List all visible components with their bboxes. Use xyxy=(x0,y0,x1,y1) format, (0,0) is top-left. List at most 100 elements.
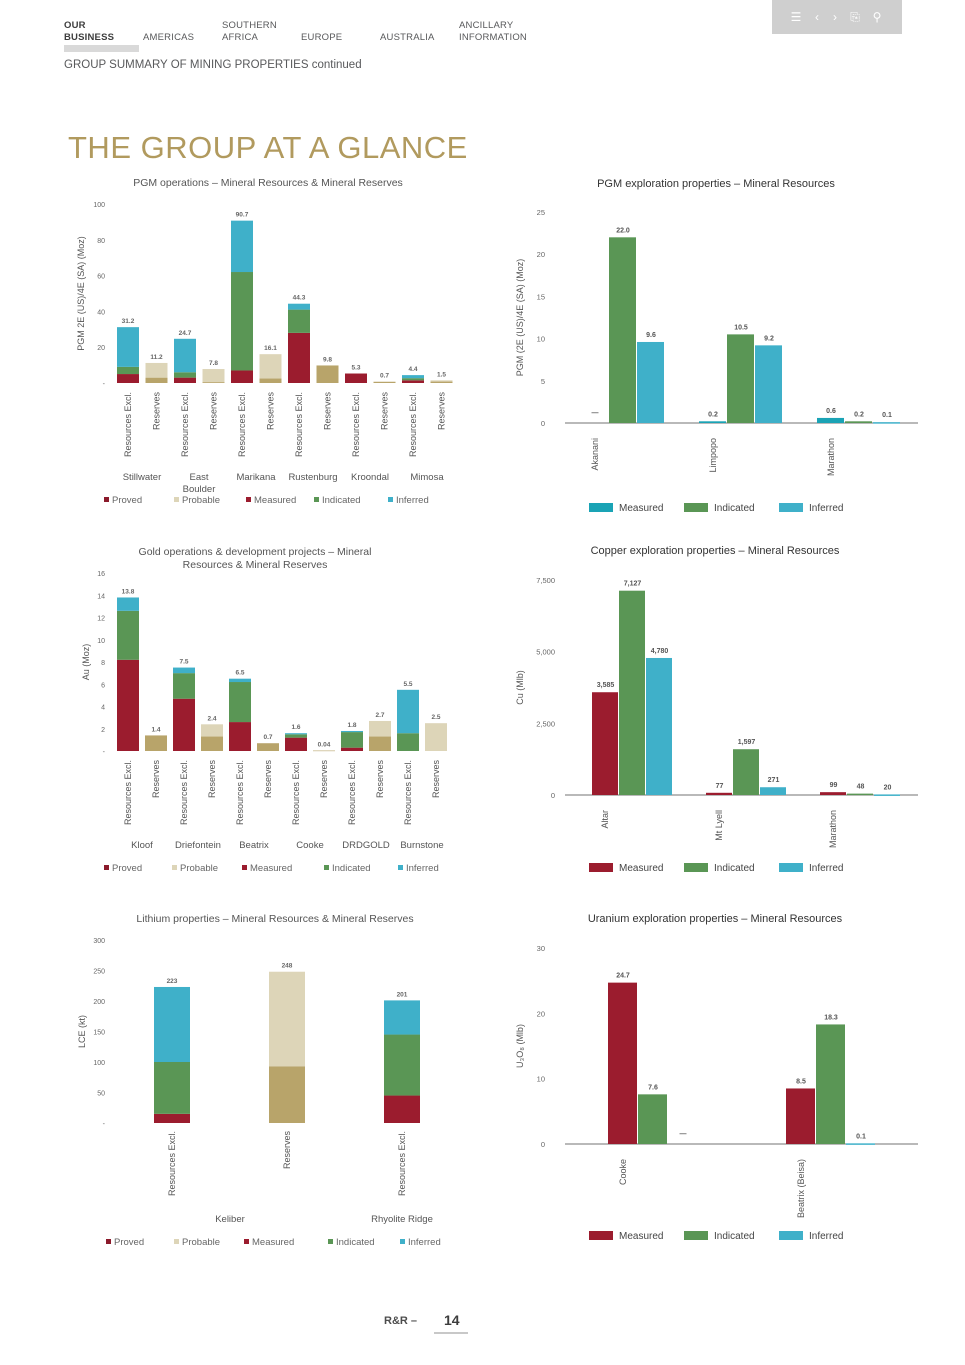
gold_ops-bar-4-seg-1 xyxy=(229,682,251,723)
gold_ops-bar-label-7: 0.04 xyxy=(318,742,331,749)
copper_exp-label-mt-lyell-measured: 77 xyxy=(716,783,724,790)
gold_ops-ytick-7: 14 xyxy=(97,593,105,600)
copper_exp-ytick-3: 7,500 xyxy=(536,576,555,585)
copper_exp-bar-altar-indicated xyxy=(619,590,645,795)
gold_ops-group-kloof: Kloof xyxy=(131,840,153,851)
uranium_exp-cat-cooke: Cooke xyxy=(618,1159,628,1185)
pgm_exp-ytick-0: 0 xyxy=(541,419,545,428)
lithium-legend-indicated: Indicated xyxy=(336,1237,375,1248)
footer-label: R&R – xyxy=(384,1315,418,1327)
gold_ops-bar-label-5: 0.7 xyxy=(263,734,272,741)
pgm_ops-bar-3-seg-1 xyxy=(202,369,225,383)
pgm_exp-label-akanani-measured: — xyxy=(592,410,599,417)
pgm_ops-group-rustenburg: Rustenburg xyxy=(288,472,337,483)
lithium-cat-1: Reserves xyxy=(282,1131,292,1170)
uranium_exp-label-beatrix-beisa-indicated: 18.3 xyxy=(824,1014,838,1021)
gold_ops-cat-9: Reserves xyxy=(375,760,385,799)
nav-ancillary-information[interactable]: ANCILLARY INFORMATION xyxy=(459,20,527,44)
copper_exp-legend-swatch-indicated xyxy=(684,863,708,872)
gold_ops-bar-label-4: 6.5 xyxy=(235,670,244,677)
pgm_exp-bar-akanani-indicated xyxy=(609,237,636,423)
lithium-properties-svg: Lithium properties – Mineral Resources &… xyxy=(77,913,441,1248)
gold_ops-group-driefontein: Driefontein xyxy=(175,840,221,851)
lithium-legend-measured: Measured xyxy=(252,1237,294,1248)
copper_exp-bar-marathon-indicated xyxy=(847,793,873,796)
copper_exp-cat-mt-lyell: Mt Lyell xyxy=(714,810,724,841)
search-icon[interactable]: ⚲ xyxy=(872,10,882,24)
lithium-ytick-3: 150 xyxy=(93,1030,105,1037)
gold_ops-bar-label-6: 1.6 xyxy=(291,724,300,731)
nav-americas-line1 xyxy=(143,20,194,32)
gold_ops-bar-9-seg-1 xyxy=(369,720,391,737)
lithium-bar-2-seg-1 xyxy=(384,1034,420,1096)
pgm_exp-ytick-1: 5 xyxy=(541,377,545,386)
pgm_ops-title: PGM operations – Mineral Resources & Min… xyxy=(133,177,403,189)
uranium_exp-bar-cooke-indicated xyxy=(638,1094,667,1144)
pgm_ops-ytick-5: 100 xyxy=(93,202,105,209)
lithium-group-rhyolite-ridge: Rhyolite Ridge xyxy=(371,1214,433,1225)
pgm_ops-bar-3-seg-0 xyxy=(202,382,225,383)
export-icon[interactable]: ⎘ xyxy=(850,10,860,24)
top-nav: OUR BUSINESS AMERICAS SOUTHERN AFRICA EU… xyxy=(64,18,544,58)
pgm_ops-bar-8-seg-0 xyxy=(345,373,367,383)
pgm_ops-group-stillwater: Stillwater xyxy=(123,472,162,483)
lithium-legend-swatch-probable xyxy=(174,1239,179,1244)
footer-underline xyxy=(434,1332,468,1334)
pgm_ops-cat-11: Reserves xyxy=(437,392,447,431)
pgm_exp-bar-limpopo-indicated xyxy=(727,334,754,423)
next-icon[interactable]: › xyxy=(833,10,837,24)
uranium_exp-legend-swatch-inferred xyxy=(779,1231,803,1240)
gold_ops-ytick-1: 2 xyxy=(101,727,105,734)
copper_exp-legend-swatch-measured xyxy=(589,863,613,872)
nav-australia[interactable]: AUSTRALIA xyxy=(380,20,435,44)
pgm_ops-bar-label-0: 31.2 xyxy=(122,318,135,325)
pgm_ops-legend-measured: Measured xyxy=(254,495,296,506)
gold_ops-legend-swatch-proved xyxy=(104,865,109,870)
prev-icon[interactable]: ‹ xyxy=(815,10,819,24)
nav-europe[interactable]: EUROPE xyxy=(301,20,342,44)
pgm_exp-label-marathon-measured: 0.6 xyxy=(826,408,836,415)
gold_ops-bar-2-seg-1 xyxy=(173,673,195,699)
lithium-legend-probable: Probable xyxy=(182,1237,220,1248)
lithium-ytick-1: 50 xyxy=(97,1091,105,1098)
pgm_exp-label-marathon-inferred: 0.1 xyxy=(882,412,892,419)
menu-icon[interactable]: ☰ xyxy=(790,10,802,24)
copper_exp-label-marathon-measured: 99 xyxy=(830,782,838,789)
nav-our-business[interactable]: OUR BUSINESS xyxy=(64,20,114,44)
pgm_ops-bar-2-seg-2 xyxy=(174,338,196,373)
gold_ops-bar-label-2: 7.5 xyxy=(179,659,188,666)
gold_ops-ytick-4: 8 xyxy=(101,660,105,667)
uranium_exp-legend-inferred: Inferred xyxy=(809,1231,843,1242)
pgm_ops-bar-label-7: 9.8 xyxy=(323,356,332,363)
nav-americas[interactable]: AMERICAS xyxy=(143,20,194,44)
pgm_ops-bar-5-seg-1 xyxy=(259,354,282,379)
pgm_exp-legend-swatch-inferred xyxy=(779,503,803,512)
pgm_ops-cat-4: Resources Excl. xyxy=(237,392,247,457)
uranium_exp-ylabel: U₃O₈ (Mlb) xyxy=(515,1024,525,1068)
gold_ops-bar-label-8: 1.8 xyxy=(347,722,356,729)
nav-southern-africa[interactable]: SOUTHERN AFRICA xyxy=(222,20,277,44)
pgm_ops-group-east: East xyxy=(189,472,208,483)
lithium-bar-2-seg-2 xyxy=(384,1000,420,1035)
uranium_exp-legend-swatch-indicated xyxy=(684,1231,708,1240)
gold_ops-ylabel: Au (Moz) xyxy=(81,644,91,681)
copper_exp-ytick-1: 2,500 xyxy=(536,719,555,728)
uranium_exp-label-beatrix-beisa-measured: 8.5 xyxy=(796,1078,806,1085)
gold_ops-cat-8: Resources Excl. xyxy=(347,760,357,825)
page-title: THE GROUP AT A GLANCE xyxy=(68,130,468,165)
nav-southern-africa-line2: AFRICA xyxy=(222,32,259,43)
gold_ops-legend-swatch-inferred xyxy=(398,865,403,870)
lithium-bar-0-seg-2 xyxy=(154,986,190,1062)
pgm_ops-bar-11-seg-1 xyxy=(430,380,453,382)
gold_ops-bar-2-seg-0 xyxy=(173,698,195,751)
gold_ops-bar-8-seg-1 xyxy=(341,732,363,748)
pgm_ops-group-marikana: Marikana xyxy=(236,472,276,483)
pgm_ops-bar-0-seg-1 xyxy=(117,366,139,375)
pgm_exp-legend-indicated: Indicated xyxy=(714,503,755,514)
lithium-ytick-2: 100 xyxy=(93,1060,105,1067)
copper-exploration-chart: Copper exploration properties – Mineral … xyxy=(505,540,925,880)
pgm_ops-bar-label-11: 1.5 xyxy=(437,371,446,378)
pgm_ops-bar-4-seg-0 xyxy=(231,370,253,383)
pgm_ops-legend-proved: Proved xyxy=(112,495,142,506)
gold_ops-bar-10-seg-1 xyxy=(397,733,419,751)
